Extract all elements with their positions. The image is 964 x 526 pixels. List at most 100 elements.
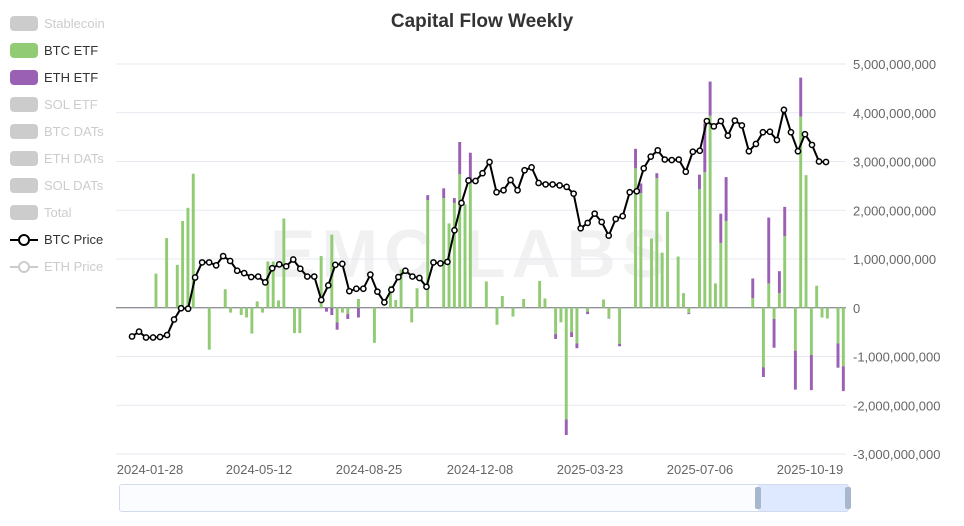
bar-eth-etf <box>655 173 659 179</box>
x-tick-label: 2025-07-06 <box>667 462 734 477</box>
bar-eth-etf <box>772 318 776 348</box>
btc-price-point <box>612 215 620 223</box>
btc-price-point <box>437 260 444 267</box>
legend-item-btc-price[interactable]: BTC Price <box>10 226 105 253</box>
bar-eth-etf <box>836 343 840 368</box>
btc-price-point <box>731 117 739 124</box>
bar-eth-etf <box>356 307 360 318</box>
bar-btc-etf <box>522 298 526 308</box>
y-tick-label: 3,000,000,000 <box>853 155 936 170</box>
x-tick-label: 2024-12-08 <box>447 462 514 477</box>
btc-price-point <box>149 334 157 341</box>
bar-btc-etf <box>538 280 542 308</box>
btc-price-point <box>493 188 500 196</box>
btc-price-point <box>766 128 774 136</box>
btc-price-point <box>395 273 402 281</box>
btc-price-point <box>170 316 178 323</box>
legend-item-btc-etf[interactable]: BTC ETF <box>10 37 105 64</box>
bar-btc-etf <box>708 115 712 308</box>
bar-btc-etf <box>319 256 323 308</box>
bar-btc-etf <box>372 307 376 343</box>
bar-eth-etf <box>458 142 462 175</box>
bar-eth-etf <box>325 307 328 312</box>
legend-swatch <box>10 43 38 58</box>
btc-price-point <box>556 182 563 189</box>
btc-price-point <box>808 141 816 149</box>
bar-btc-etf <box>676 256 680 308</box>
btc-price-point <box>198 259 206 266</box>
legend-label: ETH ETF <box>44 70 99 85</box>
btc-price-point <box>163 331 171 339</box>
btc-price-point <box>605 232 613 239</box>
btc-price-point <box>591 210 599 218</box>
btc-price-point <box>191 274 199 281</box>
bar-eth-etf <box>330 307 334 316</box>
bar-btc-etf <box>442 198 446 308</box>
bar-btc-etf <box>543 298 547 308</box>
bar-btc-etf <box>340 307 344 313</box>
bar-btc-etf <box>356 298 360 308</box>
legend-swatch <box>10 178 38 193</box>
legend-item-sol-dats[interactable]: SOL DATs <box>10 172 105 199</box>
legend-item-btc-dats[interactable]: BTC DATs <box>10 118 105 145</box>
bar-eth-etf <box>452 198 456 203</box>
legend-item-eth-etf[interactable]: ETH ETF <box>10 64 105 91</box>
bar-btc-etf <box>175 264 179 308</box>
btc-price-point <box>465 177 472 184</box>
bar-btc-etf <box>713 283 717 308</box>
bar-btc-etf <box>186 207 190 308</box>
bar-btc-etf <box>181 220 185 308</box>
y-tick-label: -1,000,000,000 <box>853 350 940 365</box>
bar-btc-etf <box>618 307 622 344</box>
data-zoom-left-handle[interactable] <box>755 487 761 509</box>
legend-swatch <box>10 151 38 166</box>
bar-btc-etf <box>751 298 755 308</box>
bar-eth-etf <box>346 314 350 319</box>
bar-eth-etf <box>564 419 568 435</box>
bar-btc-etf <box>799 116 803 308</box>
bar-btc-etf <box>575 307 579 344</box>
bar-btc-etf <box>452 202 456 308</box>
bar-btc-etf <box>468 183 472 308</box>
btc-price-point <box>374 288 381 296</box>
bar-btc-etf <box>330 234 334 308</box>
btc-price-point <box>184 305 192 313</box>
btc-price-point <box>247 273 255 281</box>
bar-btc-etf <box>777 293 781 308</box>
bar-eth-etf <box>335 322 339 330</box>
btc-price-point <box>156 333 164 341</box>
bar-eth-etf <box>468 152 472 184</box>
bar-btc-etf <box>772 307 776 319</box>
y-tick-label: 0 <box>853 301 860 316</box>
bar-btc-etf <box>767 283 771 308</box>
bar-btc-etf <box>634 168 637 308</box>
bar-btc-etf <box>602 299 606 308</box>
btc-price-point <box>289 256 297 263</box>
data-zoom-slider[interactable] <box>119 484 851 512</box>
data-zoom-window[interactable] <box>755 485 851 511</box>
chart-title: Capital Flow Weekly <box>390 11 574 32</box>
legend-item-eth-price[interactable]: ETH Price <box>10 253 105 280</box>
bar-btc-etf <box>655 178 659 308</box>
btc-price-point <box>640 164 648 172</box>
btc-price-point <box>240 269 248 277</box>
legend-item-total[interactable]: Total <box>10 199 105 226</box>
legend-item-eth-dats[interactable]: ETH DATs <box>10 145 105 172</box>
bar-btc-etf <box>415 288 419 308</box>
data-zoom-right-handle[interactable] <box>845 487 851 509</box>
btc-price-point <box>282 262 290 270</box>
bar-btc-etf <box>239 307 243 316</box>
legend-item-stablecoin[interactable]: Stablecoin <box>10 10 105 37</box>
legend-item-sol-etf[interactable]: SOL ETF <box>10 91 105 118</box>
btc-price-point <box>226 257 234 265</box>
bar-btc-etf <box>271 261 275 308</box>
btc-price-point <box>275 261 283 268</box>
legend-swatch <box>10 70 38 85</box>
btc-price-point <box>654 146 662 154</box>
y-tick-label: 5,000,000,000 <box>853 57 936 72</box>
bar-btc-etf <box>463 204 467 308</box>
bar-btc-etf <box>682 293 685 308</box>
bar-btc-etf <box>703 172 707 308</box>
legend-label: BTC Price <box>44 232 104 247</box>
